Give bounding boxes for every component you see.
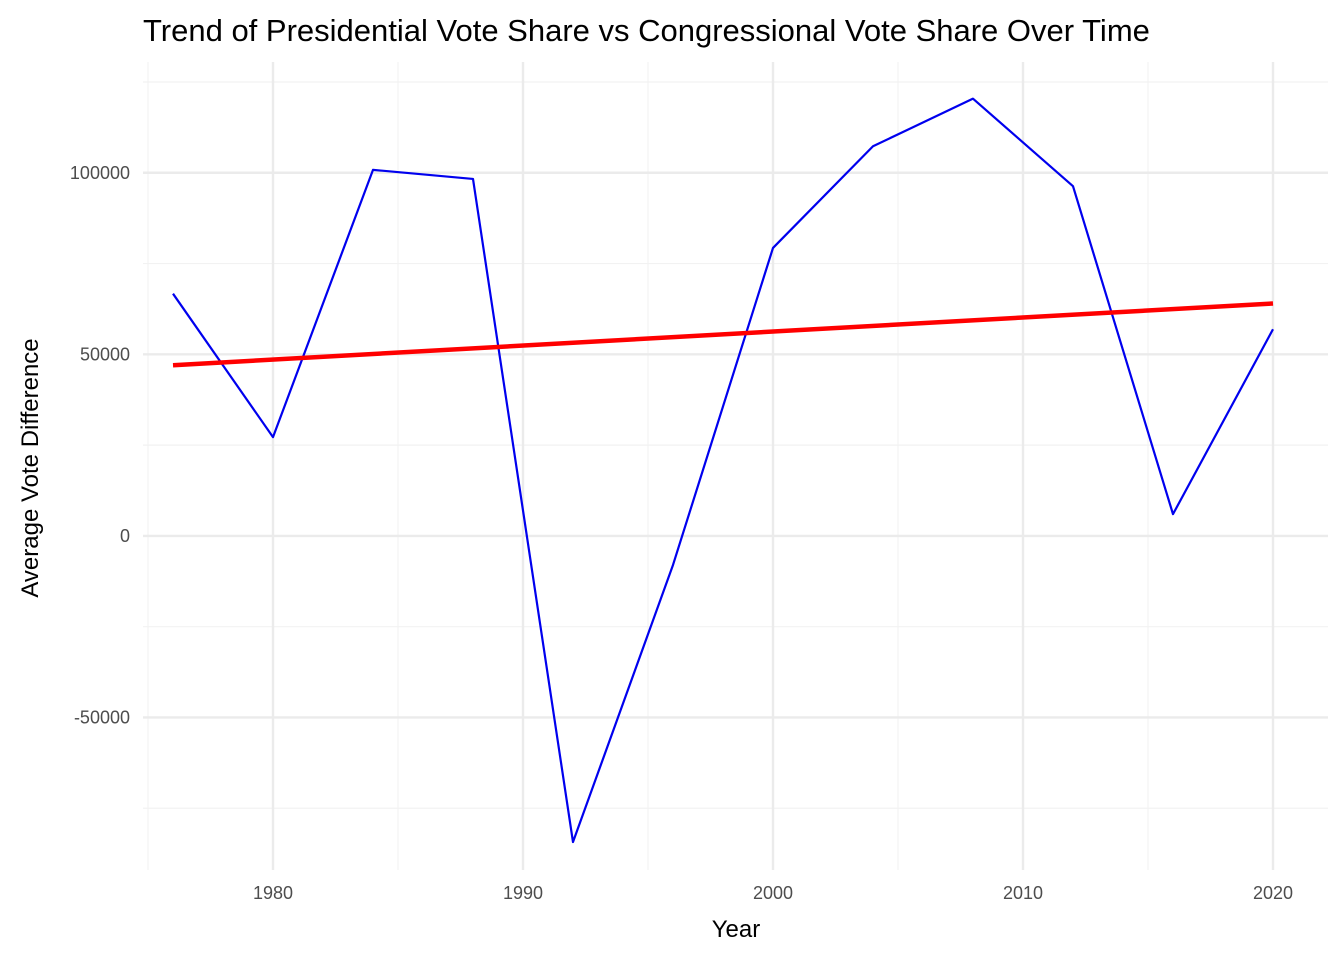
major-gridlines: [143, 62, 1328, 870]
x-tick-label: 2010: [1003, 883, 1043, 903]
x-tick-label: 2000: [753, 883, 793, 903]
x-axis-tick-labels: 1980 1990 2000 2010 2020: [253, 883, 1293, 903]
x-tick-label: 2020: [1253, 883, 1293, 903]
y-tick-label: 50000: [80, 344, 130, 364]
y-axis-tick-labels: -50000 0 50000 100000: [70, 163, 130, 728]
y-tick-label: -50000: [74, 707, 130, 727]
minor-gridlines: [143, 62, 1328, 870]
series-layer: [172, 97, 1274, 844]
trend-line: [172, 301, 1274, 368]
chart-title: Trend of Presidential Vote Share vs Cong…: [143, 13, 1150, 48]
x-tick-label: 1980: [253, 883, 293, 903]
y-axis-title: Average Vote Difference: [17, 338, 44, 597]
y-tick-label: 100000: [70, 163, 130, 183]
series-line: [172, 97, 1274, 844]
y-tick-label: 0: [120, 526, 130, 546]
x-axis-title: Year: [712, 916, 761, 943]
x-tick-label: 1990: [503, 883, 543, 903]
